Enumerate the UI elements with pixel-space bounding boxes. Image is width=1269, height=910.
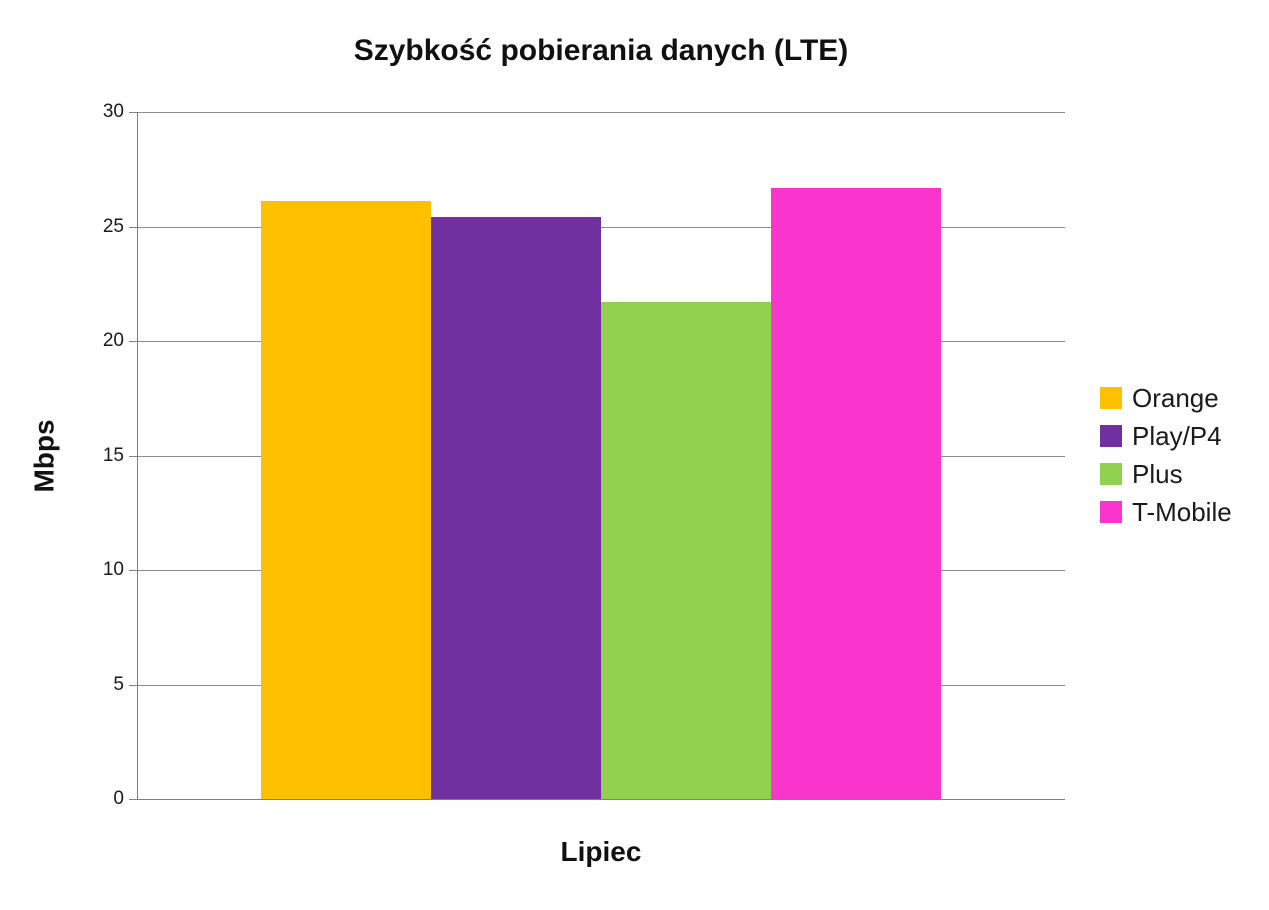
y-tick-label-25: 25 [102, 215, 124, 237]
legend-label: Play/P4 [1132, 421, 1222, 451]
y-tick-label-10: 10 [102, 559, 124, 580]
legend-label: Orange [1132, 383, 1219, 413]
legend-item-plus: Plus [1100, 455, 1232, 493]
bar-play-p4 [431, 217, 601, 799]
bar-t-mobile [771, 187, 941, 799]
y-tick-label-5: 5 [113, 673, 124, 695]
legend-item-orange: Orange [1100, 379, 1232, 417]
y-axis-title: Mbps [14, 112, 76, 799]
y-tick-label-15: 15 [102, 444, 124, 466]
y-tick-mark-30 [129, 112, 137, 113]
x-axis-line [137, 799, 1065, 800]
legend-swatch-icon [1100, 425, 1122, 447]
legend-item-play-p4: Play/P4 [1100, 417, 1232, 455]
legend: Orange Play/P4 Plus T-Mobile [1100, 379, 1232, 531]
legend-swatch-icon [1100, 387, 1122, 409]
legend-label: T-Mobile [1132, 497, 1232, 527]
legend-swatch-icon [1100, 463, 1122, 485]
gridline-25 [137, 226, 1065, 228]
y-tick-label-30: 30 [102, 101, 124, 122]
x-axis-title: Lipiec [560, 836, 642, 867]
legend-item-t-mobile: T-Mobile [1100, 493, 1232, 531]
legend-label: Plus [1132, 459, 1183, 489]
bar-orange [261, 201, 431, 799]
chart-title: Szybkość pobierania danych (LTE) [353, 34, 849, 67]
y-tick-label-20: 20 [102, 330, 124, 351]
y-tick-mark-25 [129, 226, 137, 228]
y-tick-label-0: 0 [113, 788, 124, 809]
legend-swatch-icon [1100, 501, 1122, 523]
gridline-30 [137, 112, 1065, 113]
y-tick-mark-5 [129, 684, 137, 686]
y-axis-line [137, 112, 138, 800]
y-axis-title-text: Mbps [29, 418, 61, 493]
bar-plus [601, 302, 771, 799]
y-tick-mark-0 [129, 799, 137, 800]
bars-layer [137, 112, 1065, 799]
y-tick-mark-10 [129, 570, 137, 571]
y-tick-mark-15 [129, 455, 137, 457]
y-tick-mark-20 [129, 341, 137, 342]
